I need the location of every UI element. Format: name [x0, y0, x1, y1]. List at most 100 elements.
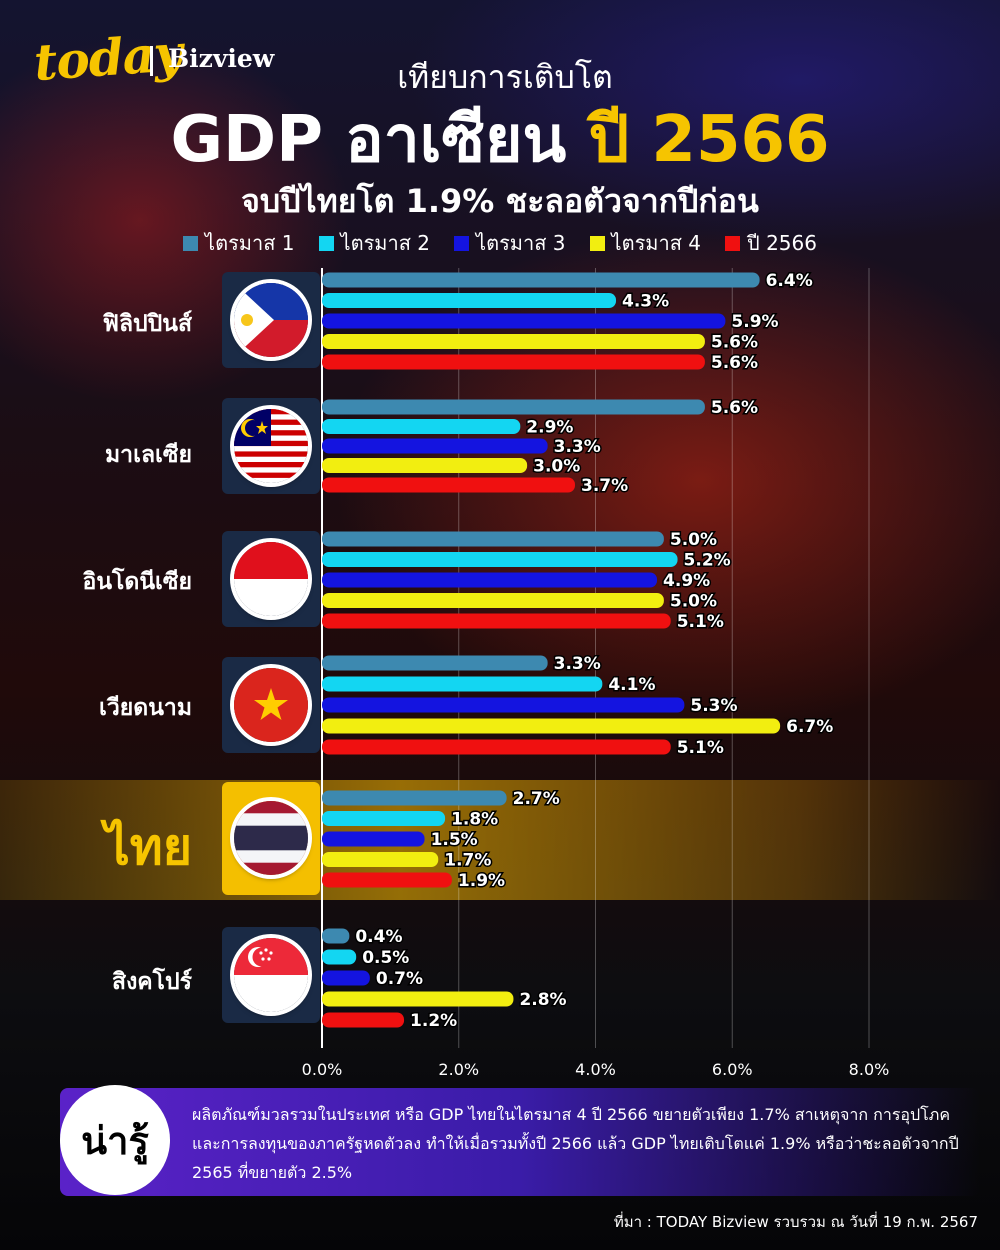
- bar: [322, 970, 370, 986]
- bar: [322, 458, 528, 473]
- malaysia-flag-icon: [234, 409, 308, 483]
- bar-value-label: 5.6%: [711, 333, 758, 353]
- bar: [322, 872, 452, 888]
- thailand-flag-icon: [234, 801, 308, 875]
- bar: [322, 572, 658, 588]
- bar-value-label: 5.6%: [711, 353, 758, 373]
- country-box-singapore: [222, 927, 320, 1023]
- title-year: ปี 2566: [588, 103, 830, 177]
- subtitle: จบปีไทยโต 1.9% ชะลอตัวจากปีก่อน: [241, 182, 759, 220]
- legend-item-year: ปี 2566: [725, 227, 817, 259]
- legend-swatch-year: [725, 235, 741, 251]
- country-name-indonesia: อินโดนีเซีย: [82, 569, 193, 595]
- bar-value-label: 0.7%: [376, 969, 423, 989]
- vietnam-flag-icon: [234, 668, 308, 742]
- legend-label-q1: ไตรมาส 1: [205, 231, 295, 255]
- bar-value-label: 3.7%: [581, 476, 628, 496]
- bar: [322, 697, 685, 713]
- bar: [322, 831, 425, 847]
- bar: [322, 354, 705, 370]
- bar: [322, 718, 781, 734]
- bar: [322, 419, 521, 434]
- bar-value-label: 5.6%: [711, 398, 758, 418]
- bar-value-label: 1.2%: [410, 1011, 457, 1031]
- bar: [322, 1012, 405, 1028]
- bar-value-label: 5.0%: [670, 530, 717, 550]
- country-name-thailand: ไทย: [104, 818, 192, 876]
- legend-swatch-q2: [318, 235, 334, 251]
- bar-value-label: 4.3%: [622, 292, 669, 312]
- x-tick-label: 6.0%: [712, 1060, 753, 1079]
- note-badge: น่ารู้: [60, 1085, 170, 1195]
- bar-value-label: 5.9%: [731, 312, 778, 332]
- bar: [322, 334, 705, 349]
- bar: [322, 852, 439, 867]
- logo-separator: [150, 46, 153, 76]
- bar: [322, 593, 664, 608]
- title-gdp: GDP อาเซียน: [170, 103, 567, 177]
- bar-value-label: 0.4%: [355, 927, 402, 947]
- bizview-logo: Bizview: [168, 44, 275, 73]
- x-tick-label: 8.0%: [849, 1060, 890, 1079]
- country-name-singapore: สิงคโปร์: [112, 969, 192, 995]
- bar: [322, 949, 357, 965]
- country-name-malaysia: มาเลเซีย: [105, 442, 192, 468]
- bar-value-label: 2.9%: [526, 418, 573, 438]
- bar-value-label: 4.9%: [663, 571, 710, 591]
- country-name-vietnam: เวียดนาม: [99, 695, 192, 721]
- x-tick-label: 2.0%: [438, 1060, 479, 1079]
- legend-item-q1: ไตรมาส 1: [183, 227, 295, 259]
- bar-value-label: 2.7%: [513, 789, 560, 809]
- country-box-indonesia: [222, 531, 320, 627]
- legend-label-q4: ไตรมาส 4: [611, 231, 702, 255]
- bar-value-label: 6.7%: [786, 717, 833, 737]
- bar-value-label: 3.3%: [554, 437, 601, 457]
- bar-value-label: 3.0%: [533, 457, 580, 477]
- country-name-philippines: ฟิลิปปินส์: [102, 311, 192, 337]
- country-box-thailand: [222, 782, 320, 895]
- note-panel: [60, 1088, 980, 1196]
- main-title: GDP อาเซียน ปี 2566: [0, 100, 1000, 180]
- x-tick-label: 0.0%: [302, 1060, 343, 1079]
- chart-legend: ไตรมาส 1 ไตรมาส 2 ไตรมาส 3 ไตรมาส 4 ปี 2…: [0, 227, 1000, 259]
- legend-label-q3: ไตรมาส 3: [476, 231, 566, 255]
- bar: [322, 739, 671, 755]
- bar: [322, 676, 603, 692]
- legend-item-q4: ไตรมาส 4: [589, 227, 702, 259]
- bar-value-label: 1.8%: [451, 810, 498, 830]
- bar: [322, 477, 575, 493]
- legend-swatch-q4: [589, 235, 605, 251]
- x-tick-label: 4.0%: [575, 1060, 616, 1079]
- bar: [322, 790, 507, 806]
- bar: [322, 655, 548, 671]
- bar: [322, 399, 705, 415]
- bar: [322, 272, 760, 288]
- bar-value-label: 5.3%: [690, 696, 737, 716]
- bar-value-label: 1.9%: [458, 871, 505, 891]
- bar-value-label: 5.1%: [677, 738, 724, 758]
- legend-swatch-q3: [454, 235, 470, 251]
- bar: [322, 531, 664, 547]
- bar-value-label: 5.1%: [677, 612, 724, 632]
- bar-value-label: 5.0%: [670, 592, 717, 612]
- country-box-philippines: [222, 272, 320, 368]
- country-box-vietnam: [222, 657, 320, 753]
- bar: [322, 293, 617, 308]
- bar-value-label: 5.2%: [684, 551, 731, 571]
- gdp-bar-chart: 0.0% 2.0% 4.0% 6.0% 8.0%6.4%4.3%5.9%5.6%5.6%…: [302, 268, 890, 1079]
- bar: [322, 552, 678, 567]
- bar-value-label: 2.8%: [519, 990, 566, 1010]
- title-line1: เทียบการเติบโต: [397, 58, 613, 96]
- bar-value-label: 3.3%: [554, 654, 601, 674]
- bar: [322, 313, 726, 329]
- bar-value-label: 1.7%: [444, 851, 491, 871]
- bar: [322, 928, 350, 944]
- bar-value-label: 1.5%: [431, 830, 478, 850]
- source-credit: ที่มา : TODAY Bizview รวบรวม ณ วันที่ 19…: [613, 1213, 978, 1231]
- bar-value-label: 4.1%: [608, 675, 655, 695]
- bar: [322, 811, 446, 826]
- bar-value-label: 0.5%: [362, 948, 409, 968]
- country-box-malaysia: [222, 398, 320, 494]
- singapore-flag-icon: [234, 938, 308, 1012]
